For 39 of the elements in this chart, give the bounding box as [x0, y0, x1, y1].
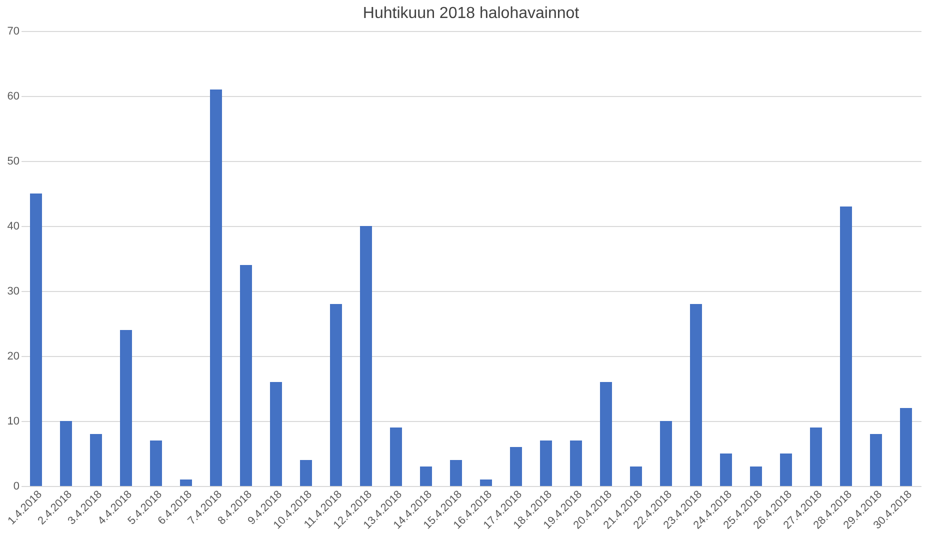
bar: [600, 382, 612, 486]
bar: [750, 466, 762, 486]
y-tick-label: 30: [7, 286, 20, 298]
y-tick-label: 0: [13, 480, 20, 492]
y-tick-label: 10: [7, 416, 20, 428]
bar: [120, 330, 132, 486]
y-tick-label: 20: [7, 350, 20, 362]
chart-title: Huhtikuun 2018 halohavainnot: [362, 5, 580, 22]
y-tick-label: 40: [7, 220, 20, 232]
bar: [780, 454, 792, 486]
bar: [570, 440, 582, 486]
bar: [510, 447, 522, 486]
y-tick-label: 70: [7, 26, 20, 38]
bar: [810, 428, 822, 486]
bar: [210, 90, 222, 486]
bar: [540, 440, 552, 486]
bar: [660, 421, 672, 486]
bar: [270, 382, 282, 486]
bar: [480, 480, 492, 486]
bar: [720, 454, 732, 486]
y-tick-label: 50: [7, 156, 20, 168]
bar: [870, 434, 882, 486]
bar: [180, 480, 192, 486]
bar: [360, 226, 372, 486]
bar: [300, 460, 312, 486]
bar: [840, 206, 852, 486]
bar: [690, 304, 702, 486]
bar: [450, 460, 462, 486]
bar: [420, 466, 432, 486]
bar: [630, 466, 642, 486]
y-tick-label: 60: [7, 90, 20, 102]
bar: [30, 194, 42, 486]
bar: [150, 440, 162, 486]
bar: [390, 428, 402, 486]
bar: [240, 265, 252, 486]
bar: [900, 408, 912, 486]
bar: [330, 304, 342, 486]
bar: [60, 421, 72, 486]
bar: [90, 434, 102, 486]
